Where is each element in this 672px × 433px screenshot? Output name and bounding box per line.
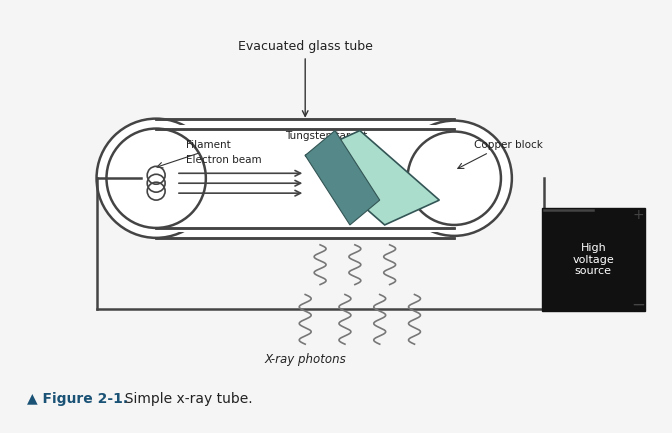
FancyBboxPatch shape bbox=[151, 125, 459, 232]
FancyBboxPatch shape bbox=[156, 120, 454, 237]
Text: High
voltage
source: High voltage source bbox=[573, 243, 614, 276]
Text: Copper block: Copper block bbox=[474, 140, 543, 150]
Text: ▲ Figure 2-1.: ▲ Figure 2-1. bbox=[27, 392, 128, 406]
Text: Filament: Filament bbox=[186, 140, 230, 150]
Text: −: − bbox=[631, 295, 645, 313]
Text: X-ray photons: X-ray photons bbox=[264, 352, 346, 365]
Polygon shape bbox=[305, 131, 380, 225]
Text: Electron beam: Electron beam bbox=[186, 155, 261, 165]
Text: Tungsten target: Tungsten target bbox=[286, 130, 368, 141]
Circle shape bbox=[396, 121, 512, 236]
Text: +: + bbox=[632, 208, 644, 222]
Polygon shape bbox=[305, 131, 439, 225]
Text: Simple x-ray tube.: Simple x-ray tube. bbox=[116, 392, 253, 406]
FancyBboxPatch shape bbox=[542, 208, 645, 311]
Circle shape bbox=[97, 119, 216, 238]
Text: Evacuated glass tube: Evacuated glass tube bbox=[238, 39, 373, 52]
